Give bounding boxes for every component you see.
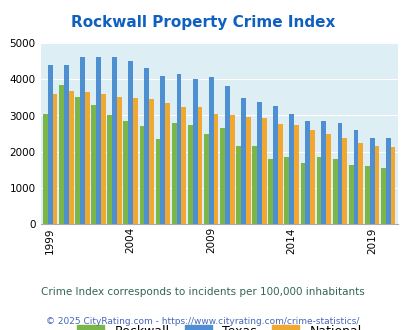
Bar — [112, 57, 117, 224]
Bar — [273, 106, 277, 224]
Bar — [332, 159, 337, 224]
Bar — [203, 134, 208, 224]
Bar — [358, 144, 362, 224]
Bar — [85, 92, 90, 224]
Bar — [316, 157, 321, 224]
Bar — [68, 91, 73, 224]
Text: Rockwall Property Crime Index: Rockwall Property Crime Index — [70, 15, 335, 30]
Bar — [326, 134, 330, 224]
Bar — [353, 130, 358, 224]
Bar — [101, 94, 106, 224]
Bar — [300, 163, 305, 224]
Bar — [144, 68, 149, 224]
Bar — [385, 138, 390, 224]
Bar — [176, 74, 181, 224]
Bar — [284, 157, 288, 224]
Bar — [213, 114, 218, 224]
Bar — [197, 107, 202, 224]
Bar — [75, 97, 80, 224]
Bar — [107, 115, 112, 224]
Bar — [188, 124, 192, 224]
Bar — [53, 94, 58, 224]
Bar — [181, 107, 186, 224]
Bar — [48, 65, 53, 224]
Bar — [390, 148, 394, 224]
Bar — [128, 61, 133, 224]
Bar — [236, 147, 241, 224]
Bar — [64, 65, 68, 224]
Bar — [96, 57, 101, 224]
Bar — [155, 139, 160, 224]
Bar — [149, 99, 153, 224]
Bar — [133, 98, 138, 224]
Bar — [80, 57, 85, 224]
Bar — [241, 98, 245, 224]
Bar — [268, 159, 273, 224]
Bar — [229, 115, 234, 224]
Bar — [309, 130, 314, 224]
Bar — [91, 105, 96, 224]
Legend: Rockwall, Texas, National: Rockwall, Texas, National — [77, 325, 361, 330]
Bar — [288, 114, 293, 224]
Bar — [117, 97, 121, 224]
Bar — [208, 77, 213, 224]
Bar — [380, 168, 385, 224]
Bar — [305, 121, 309, 224]
Bar — [341, 138, 346, 224]
Text: Crime Index corresponds to incidents per 100,000 inhabitants: Crime Index corresponds to incidents per… — [41, 287, 364, 297]
Text: © 2025 CityRating.com - https://www.cityrating.com/crime-statistics/: © 2025 CityRating.com - https://www.city… — [46, 317, 359, 326]
Bar — [220, 128, 224, 224]
Bar — [59, 84, 64, 224]
Bar — [321, 121, 326, 224]
Bar — [171, 123, 176, 224]
Bar — [337, 123, 341, 224]
Bar — [160, 76, 165, 224]
Bar — [256, 102, 261, 224]
Bar — [364, 166, 369, 224]
Bar — [293, 124, 298, 224]
Bar — [165, 103, 170, 224]
Bar — [192, 79, 197, 224]
Bar — [277, 124, 282, 224]
Bar — [123, 121, 128, 224]
Bar — [261, 118, 266, 224]
Bar — [252, 147, 256, 224]
Bar — [245, 117, 250, 224]
Bar — [139, 126, 144, 224]
Bar — [43, 114, 48, 224]
Bar — [374, 147, 378, 224]
Bar — [224, 86, 229, 224]
Bar — [348, 164, 353, 224]
Bar — [369, 138, 374, 224]
